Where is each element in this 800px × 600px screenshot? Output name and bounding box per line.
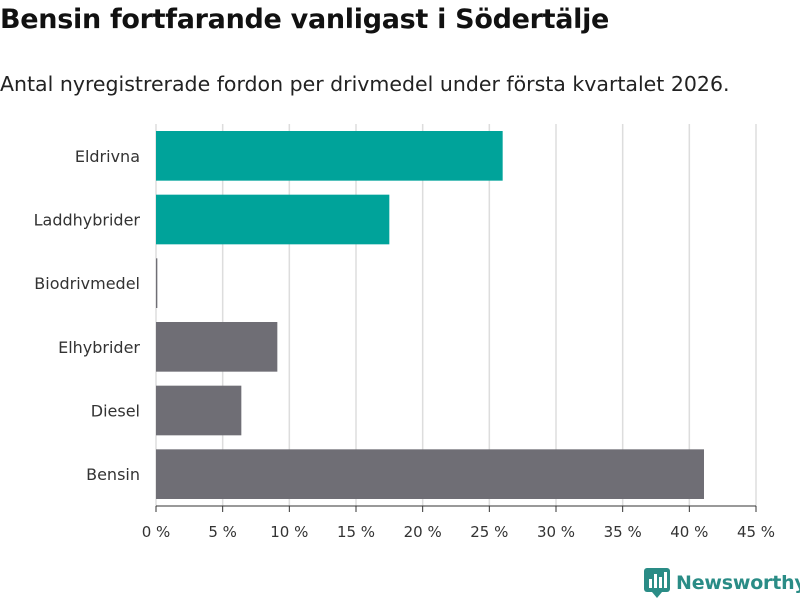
brand-name: Newsworthy: [676, 572, 800, 594]
category-label-laddhybrider: Laddhybrider: [34, 211, 141, 230]
x-tick-label: 20 %: [404, 523, 442, 541]
x-tick-label: 45 %: [737, 523, 775, 541]
x-tick-labels: 0 % 5 % 10 % 15 % 20 % 25 % 30 % 35 % 40 % 45 %: [142, 523, 775, 541]
chart-title: Bensin fortfarande vanligast i Södertälj…: [0, 4, 610, 35]
x-tick-label: 25 %: [470, 523, 508, 541]
category-labels: Eldrivna Laddhybrider Biodrivmedel Elhybrid…: [34, 147, 141, 484]
x-tick-label: 35 %: [604, 523, 642, 541]
category-label-diesel: Diesel: [91, 402, 140, 421]
bar-biodrivmedel: [156, 258, 158, 308]
bar-bensin: [156, 449, 704, 499]
bar-diesel: [156, 385, 242, 436]
category-label-bensin: Bensin: [86, 465, 140, 484]
bars: [156, 131, 704, 499]
bar-elhybrider: [156, 322, 278, 372]
x-tick-label: 15 %: [337, 523, 375, 541]
category-label-eldrivna: Eldrivna: [75, 147, 140, 166]
newsworthy-logo-icon: [644, 568, 670, 598]
chart-subtitle: Antal nyregistrerade fordon per drivmede…: [0, 72, 730, 96]
category-label-biodrivmedel: Biodrivmedel: [34, 274, 140, 293]
bar-eldrivna: [156, 131, 503, 181]
x-tick-label: 30 %: [537, 523, 575, 541]
x-tick-label: 40 %: [670, 523, 708, 541]
x-tick-label: 0 %: [142, 523, 171, 541]
x-tick-label: 10 %: [270, 523, 308, 541]
x-tick-label: 5 %: [208, 523, 237, 541]
gridlines: [155, 124, 757, 512]
bar-laddhybrider: [156, 194, 390, 245]
newsworthy-logo: Newsworthy: [644, 568, 800, 598]
category-label-elhybrider: Elhybrider: [58, 338, 140, 357]
